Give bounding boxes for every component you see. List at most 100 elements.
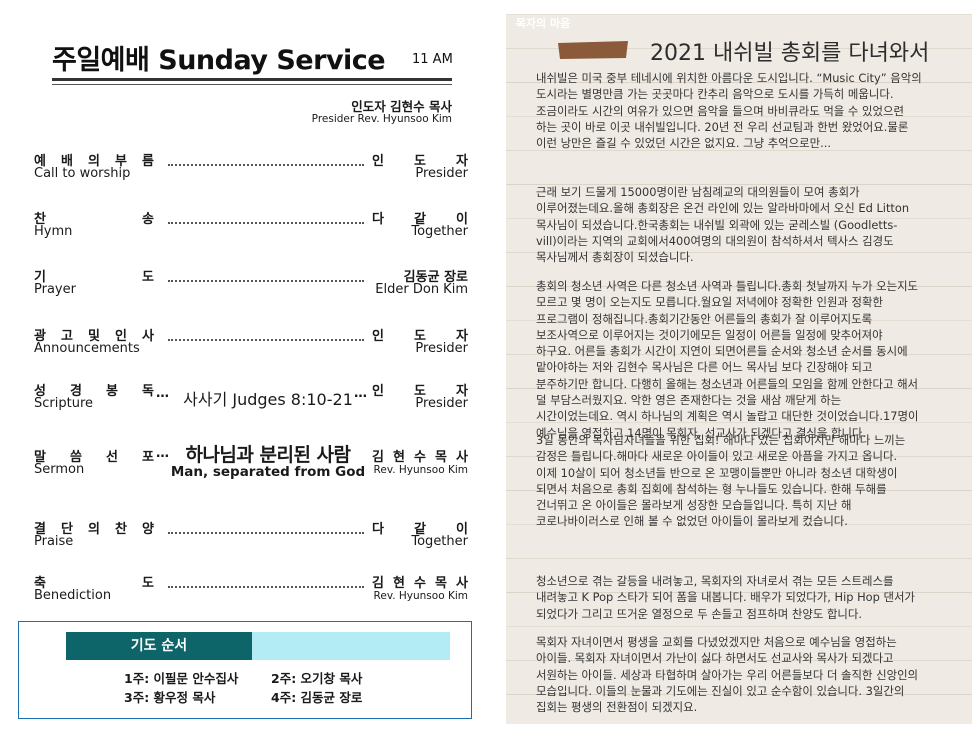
sermon-title-korean: 하나님과 분리된 사람: [185, 444, 351, 466]
service-order-row: 성 경 봉 독 Scripture 사사기 Judges 8:10-21…… 인 도 자 Pres…: [34, 380, 468, 420]
korean-char: 송: [142, 212, 154, 227]
korean-char: 경: [70, 384, 82, 399]
leader-english: Presider: [415, 341, 468, 356]
pastor-column-page: 목자의 마음 2021 내쉬빌 총회를 다녀와서 내쉬빌은 미국 중부 테네시에…: [506, 14, 972, 724]
leader-english: Presider: [415, 166, 468, 181]
prayer-item-week4: 4주: 김동균 장로: [271, 690, 363, 705]
ellipsis: …: [156, 386, 169, 401]
korean-char: 도: [414, 329, 426, 344]
korean-char: 선: [106, 450, 118, 465]
korean-char: 도: [414, 384, 426, 399]
korean-char: 목: [435, 450, 447, 465]
prayer-schedule-heading-bar: [252, 632, 450, 660]
column-paragraph: 내쉬빌은 미국 중부 테네시에 위치한 아름다운 도시입니다. “Music C…: [536, 71, 922, 151]
korean-char: 씀: [70, 450, 82, 465]
wood-grain: [506, 218, 972, 219]
korean-char: 같: [414, 212, 426, 227]
wood-grain: [506, 388, 972, 389]
korean-char: 수: [414, 450, 426, 465]
ellipsis: …: [354, 386, 367, 401]
korean-char: 배: [61, 154, 73, 169]
service-order-row: 예 배 의 부 름 Call to worship 인 도 자 Presider: [34, 150, 468, 190]
leader-korean: 김동균 장로: [403, 270, 468, 285]
korean-char: 현: [393, 576, 405, 591]
korean-char: 축: [34, 576, 46, 591]
leader-english: Rev. Hyunsoo Kim: [373, 590, 468, 602]
brand-label: 목자의 마음: [515, 17, 571, 30]
element-english: Benediction: [34, 588, 112, 603]
korean-char: 의: [88, 522, 100, 537]
prayer-schedule-heading: 기도 순서: [66, 632, 252, 660]
scripture-reference: 사사기 Judges 8:10-21: [183, 390, 353, 409]
wood-grain: [506, 592, 972, 593]
korean-char: 인: [115, 329, 127, 344]
korean-char: 인: [372, 384, 384, 399]
column-title: 2021 내쉬빌 총회를 다녀와서: [650, 41, 930, 66]
korean-char: 찬: [115, 522, 127, 537]
wood-grain: [506, 252, 972, 253]
korean-char: 양: [142, 522, 154, 537]
sermon-title-english: Man, separated from God: [170, 464, 366, 480]
service-order-row: 광 고 및 인 사 Announcements 인 도 자 Presider: [34, 325, 468, 365]
wood-grain: [506, 116, 972, 117]
korean-char: 도: [414, 154, 426, 169]
column-paragraph: 총회의 청소년 사역은 다른 청소년 사역과 틀립니다.총회 첫날까지 누가 오…: [536, 279, 919, 440]
korean-char: 자: [456, 154, 468, 169]
service-order-row: 축 도 Benediction 김 현 수 목 사 Rev. Hyunsoo Kim: [34, 572, 468, 612]
korean-char: 기: [34, 270, 46, 285]
brand-badge: [558, 41, 628, 59]
korean-char: 및: [88, 329, 100, 344]
korean-char: 목: [435, 576, 447, 591]
title-divider-thin: [52, 84, 452, 85]
element-english: Hymn: [34, 224, 73, 239]
korean-char: 광: [34, 329, 46, 344]
service-time: 11 AM: [412, 52, 453, 67]
leader-english: Rev. Hyunsoo Kim: [373, 464, 468, 476]
wood-grain: [506, 354, 972, 355]
wood-grain: [506, 286, 972, 287]
korean-char: 자: [456, 329, 468, 344]
wood-grain: [506, 626, 972, 627]
presider-english: Presider Rev. Hyunsoo Kim: [311, 113, 452, 125]
leader-english: Elder Don Kim: [375, 282, 468, 297]
element-english: Sermon: [34, 462, 85, 477]
korean-char: 고: [61, 329, 73, 344]
korean-char: 수: [414, 576, 426, 591]
korean-char: 사: [456, 450, 468, 465]
korean-char: 사: [142, 329, 154, 344]
service-order-row: 결 단 의 찬 양 Praise 다 같 이 Together: [34, 518, 468, 558]
wood-grain: [506, 456, 972, 457]
leader-english: Presider: [415, 396, 468, 411]
column-paragraph: 청소년으로 겪는 갈등을 내려놓고, 목회자의 자녀로서 겪는 모든 스트레스를…: [536, 574, 915, 621]
dotted-leader: [168, 210, 364, 224]
prayer-item-week1: 1주: 이필문 안수집사: [124, 671, 239, 686]
korean-char: 같: [414, 522, 426, 537]
korean-char: 독: [142, 384, 154, 399]
element-english: Announcements: [34, 341, 140, 356]
korean-char: 예: [34, 154, 46, 169]
korean-char: 름: [142, 154, 154, 169]
service-order-row: 찬 송 Hymn 다 같 이 Together: [34, 208, 468, 248]
wood-grain: [506, 422, 972, 423]
korean-char: 다: [372, 212, 384, 227]
wood-grain: [506, 558, 972, 559]
korean-char: 도: [142, 270, 154, 285]
korean-char: 부: [115, 154, 127, 169]
dotted-leader: [168, 268, 364, 282]
wood-grain: [506, 184, 972, 185]
service-order-row: 기 도 Prayer 김동균 장로 Elder Don Kim: [34, 266, 468, 306]
korean-char: 인: [372, 329, 384, 344]
ellipsis: …: [156, 446, 169, 461]
wood-grain: [506, 490, 972, 491]
service-order-row: 말 씀 선 포 Sermon 하나님과 분리된 사람 Man, separated from…: [34, 444, 468, 486]
korean-char: 이: [456, 522, 468, 537]
dotted-leader: [168, 152, 364, 166]
wood-grain: [506, 14, 972, 15]
